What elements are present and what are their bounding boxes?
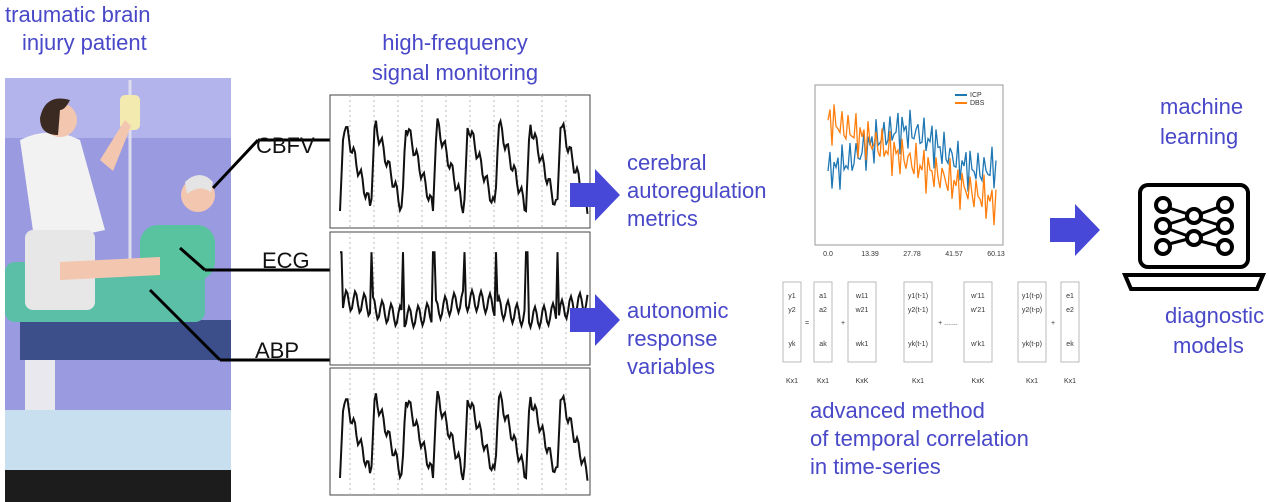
matrix-entry: e1 xyxy=(1066,293,1074,300)
signal-label: ECG xyxy=(262,248,310,273)
matrix-entry: yk xyxy=(789,341,797,348)
arrow xyxy=(1050,204,1100,256)
waveform xyxy=(339,390,589,481)
x-tick-label: 41.57 xyxy=(945,251,963,258)
operator: + xyxy=(1051,320,1055,327)
laptop-icon xyxy=(1121,183,1267,291)
waveform xyxy=(339,117,589,215)
output-label: cerebral xyxy=(627,150,706,175)
operator: + ....... xyxy=(938,320,958,327)
matrix-entry: y2(t-p) xyxy=(1022,307,1042,314)
patient-illustration xyxy=(5,78,330,502)
matrix-entry: yk(t-p) xyxy=(1022,341,1042,348)
output-label: autonomic xyxy=(627,298,729,323)
matrix-entry: e2 xyxy=(1066,307,1074,314)
matrix-entry: w'11 xyxy=(970,293,985,300)
matrix-dim: Kx1 xyxy=(912,378,924,385)
method-label: of temporal correlation xyxy=(810,426,1029,451)
matrix-entry: y1(t-1) xyxy=(908,293,928,300)
matrix-dim: Kx1 xyxy=(786,378,798,385)
ml-label: learning xyxy=(1160,124,1238,149)
matrix-entry: a1 xyxy=(819,293,827,300)
matrix-entry: y2(t-1) xyxy=(908,307,928,314)
x-tick-label: 60.13 xyxy=(987,251,1005,258)
arrow xyxy=(570,169,620,221)
output-label: autoregulation xyxy=(627,178,766,203)
matrix-entry: w11 xyxy=(855,293,868,300)
output-label: metrics xyxy=(627,206,698,231)
matrix-dim: KxK xyxy=(972,378,985,385)
output-label: variables xyxy=(627,354,715,379)
ml-label: models xyxy=(1173,333,1244,358)
operator: + xyxy=(841,320,845,327)
matrix-entry: w21 xyxy=(855,307,869,314)
plot-line xyxy=(827,109,997,192)
arrow xyxy=(570,294,620,346)
operator: = xyxy=(805,320,809,327)
matrix-entry: w'k1 xyxy=(970,341,985,348)
matrix-entry: ek xyxy=(1066,341,1074,348)
matrix-entry: w'21 xyxy=(970,307,985,314)
monitoring-title: signal monitoring xyxy=(372,60,538,85)
matrix-entry: ak xyxy=(819,341,827,348)
matrix-bracket xyxy=(903,281,933,363)
legend-label: DBS xyxy=(970,100,985,107)
matrix-entry: y1 xyxy=(788,293,796,300)
matrix-bracket xyxy=(1060,281,1080,363)
method-label: advanced method xyxy=(810,398,985,423)
matrix-dim: Kx1 xyxy=(1026,378,1038,385)
matrix-bracket xyxy=(813,281,833,363)
matrix-dim: KxK xyxy=(856,378,869,385)
matrix-entry: a2 xyxy=(819,307,827,314)
x-tick-label: 0.0 xyxy=(823,251,833,258)
matrix-entry: y2 xyxy=(788,307,796,314)
x-tick-label: 27.78 xyxy=(903,251,921,258)
matrix-entry: yk(t-1) xyxy=(908,341,928,348)
matrix-entry: y1(t-p) xyxy=(1022,293,1042,300)
matrix-bracket xyxy=(847,281,877,363)
signal-panel xyxy=(329,94,591,229)
ml-label: machine xyxy=(1160,94,1243,119)
time-series-plot: ICP DBS 0.0 13.39 27.78 41.57 60.13 xyxy=(814,84,1005,258)
ml-label: diagnostic xyxy=(1165,303,1264,328)
signal-label: CBFV xyxy=(256,133,315,158)
x-tick-label: 13.39 xyxy=(861,251,879,258)
patient-title: injury patient xyxy=(22,30,147,55)
signal-label: ABP xyxy=(255,338,299,363)
equation: y1 y2 yk Kx1 a1 a2 ak Kx1 w11 w21 wk1 KxK y1(t-1) y2(… xyxy=(782,281,1080,385)
matrix-dim: Kx1 xyxy=(817,378,829,385)
plot-line xyxy=(827,104,997,226)
output-label: response xyxy=(627,326,718,351)
matrix-bracket xyxy=(963,281,993,363)
signal-panel xyxy=(329,367,591,496)
matrix-bracket xyxy=(1017,281,1047,363)
legend-label: ICP xyxy=(970,92,982,99)
signal-panel xyxy=(329,231,591,366)
monitoring-title: high-frequency xyxy=(382,30,528,55)
matrix-bracket xyxy=(782,281,802,363)
signal-panels xyxy=(329,94,591,496)
matrix-dim: Kx1 xyxy=(1064,378,1076,385)
matrix-entry: wk1 xyxy=(855,341,869,348)
waveform xyxy=(340,251,589,331)
patient-title: traumatic brain xyxy=(5,2,151,27)
method-label: in time-series xyxy=(810,454,941,479)
